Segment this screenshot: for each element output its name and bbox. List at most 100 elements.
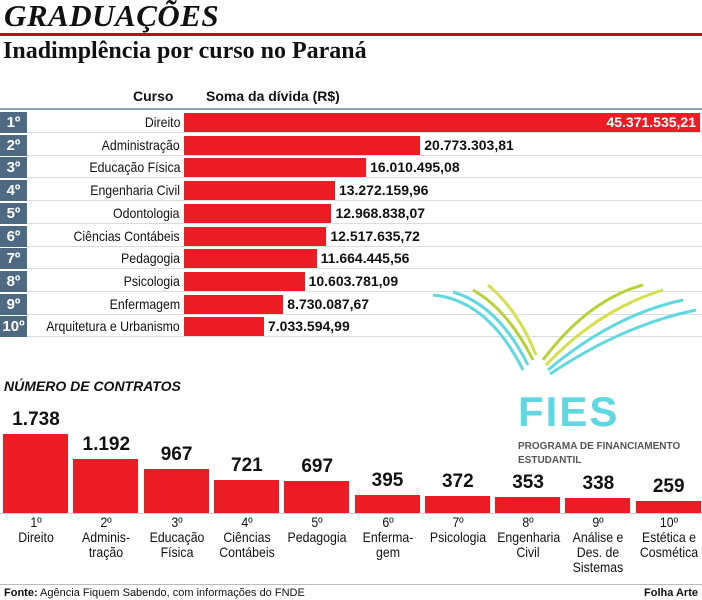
rank-badge: 7º — [0, 248, 27, 270]
debt-bar — [184, 158, 367, 178]
category-label: Enferma-gem — [362, 529, 413, 560]
source-text: Agência Fiquem Sabendo, com informações … — [37, 587, 305, 599]
divider — [0, 108, 702, 110]
category-label: Análise e Des. de Sistemas — [573, 529, 624, 575]
table-row: 10º Arquitetura e Urbanismo 7.033.594,99 — [0, 315, 702, 338]
table-row: 3º Educação Física 16.010.495,08 — [0, 156, 702, 179]
rank-label: 10º — [659, 514, 678, 530]
table-row: 5º Odontologia 12.968.838,07 — [0, 202, 702, 224]
rank-label: 7º — [452, 514, 464, 530]
column-header-divida: Soma da dívida (R$) — [206, 88, 340, 104]
table-row: 8º Psicologia 10.603.781,09 — [0, 270, 702, 292]
course-label: Arquitetura e Urbanismo — [46, 318, 180, 335]
debt-bar — [184, 271, 305, 291]
rank-badge: 2º — [0, 134, 27, 156]
contracts-value: 353 — [512, 471, 544, 493]
debt-value: 8.730.087,67 — [287, 295, 370, 312]
course-label: Psicologia — [123, 272, 180, 289]
debt-value: 45.371.535,21 — [606, 114, 696, 130]
contracts-value: 697 — [301, 456, 334, 478]
category-label: Engenharia Civil — [497, 529, 561, 560]
chart-title: Inadimplência por curso no Paraná — [3, 38, 367, 64]
debt-value: 12.517.635,72 — [330, 227, 420, 244]
rank-badge: 4º — [0, 180, 27, 202]
rank-badge: 1º — [0, 112, 27, 133]
course-label: Odontologia — [113, 204, 180, 221]
contracts-category: 6º Enferma-gem — [357, 515, 419, 560]
fies-subtitle-line1: PROGRAMA DE FINANCIAMENTO — [518, 441, 681, 452]
debt-bar — [184, 203, 332, 223]
contracts-category: 3º Educação Física — [146, 515, 208, 560]
fies-logo-icon — [432, 283, 697, 376]
debt-value: 11.664.445,56 — [320, 250, 410, 267]
rank-label: 4º — [241, 514, 253, 530]
contracts-value: 372 — [441, 471, 474, 493]
debt-value: 7.033.594,99 — [267, 318, 350, 335]
rank-badge: 10º — [0, 316, 27, 338]
category-label: Educação Física — [149, 529, 204, 560]
rank-badge: 6º — [0, 225, 27, 247]
contracts-category: 8º Engenharia Civil — [497, 515, 561, 560]
fies-subtitle-line2: ESTUDANTIL — [518, 455, 582, 466]
contracts-bar — [3, 434, 68, 513]
course-label: Educação Física — [88, 159, 180, 176]
debt-value: 12.968.838,07 — [335, 204, 426, 221]
rank-badge: 9º — [0, 293, 27, 315]
contracts-bar — [635, 501, 701, 513]
course-label: Direito — [144, 114, 180, 130]
contracts-bar — [143, 469, 209, 513]
contracts-value: 259 — [652, 476, 685, 498]
contracts-bar — [565, 497, 631, 513]
rank-badge: 3º — [0, 157, 27, 179]
table-row: 1º Direito 45.371.535,21 — [0, 111, 702, 133]
rank-badge: 5º — [0, 202, 27, 224]
table-row: 9º Enfermagem 8.730.087,67 — [0, 293, 702, 315]
debt-bar — [184, 317, 264, 337]
debt-value: 20.773.303,81 — [424, 136, 514, 153]
table-row: 2º Administração 20.773.303,81 — [0, 134, 702, 156]
title-rule — [0, 33, 702, 36]
category-label: Pedagogia — [287, 529, 347, 545]
debt-bar — [184, 113, 700, 132]
course-label: Pedagogia — [121, 250, 180, 267]
source-note: Fonte: Agência Fiquem Sabendo, com infor… — [4, 587, 305, 599]
contracts-bar — [424, 496, 490, 513]
contracts-value: 1.738 — [12, 409, 60, 430]
course-label: Administração — [101, 136, 180, 153]
rank-label: 9º — [592, 514, 605, 530]
rank-badge: 8º — [0, 270, 27, 292]
debt-bar — [184, 226, 327, 246]
credit: Folha Arte — [644, 587, 698, 599]
footer-rule — [0, 584, 702, 585]
rank-label: 2º — [100, 514, 112, 530]
category-label: Adminis-tração — [82, 529, 131, 560]
contracts-bar — [213, 480, 279, 513]
debt-value: 13.272.159,96 — [338, 182, 429, 199]
contracts-category: 4º Ciências Contábeis — [216, 515, 278, 560]
contracts-bar — [73, 458, 139, 513]
fies-subtitle: PROGRAMA DE FINANCIAMENTO ESTUDANTIL — [518, 440, 680, 468]
contracts-category: 7º Psicologia — [427, 515, 489, 545]
contracts-value: 721 — [231, 455, 263, 477]
contracts-bar — [495, 496, 561, 513]
rank-label: 3º — [170, 514, 183, 530]
debt-bar — [184, 135, 421, 155]
contracts-value: 1.192 — [82, 433, 131, 455]
baseline — [0, 513, 702, 514]
category-label: Ciências Contábeis — [219, 529, 275, 560]
table-row: 6º Ciências Contábeis 12.517.635,72 — [0, 225, 702, 247]
fies-logo-text: FIES — [518, 388, 620, 435]
contracts-category: 1º Direito — [5, 515, 67, 545]
rank-label: 6º — [381, 514, 394, 530]
rank-label: 5º — [311, 514, 323, 530]
rank-label: 1º — [30, 514, 42, 530]
contracts-category: 5º Pedagogia — [286, 515, 348, 545]
contracts-category: 9º Análise e Des. de Sistemas — [568, 515, 630, 575]
category-label: Estética e Cosmética — [639, 529, 698, 560]
contracts-value: 338 — [582, 472, 615, 494]
contracts-bar — [284, 481, 350, 513]
debt-bar — [184, 294, 284, 314]
table-row: 7º Pedagogia 11.664.445,56 — [0, 247, 702, 270]
course-label: Engenharia Civil — [90, 182, 180, 199]
course-label: Enfermagem — [109, 295, 180, 312]
